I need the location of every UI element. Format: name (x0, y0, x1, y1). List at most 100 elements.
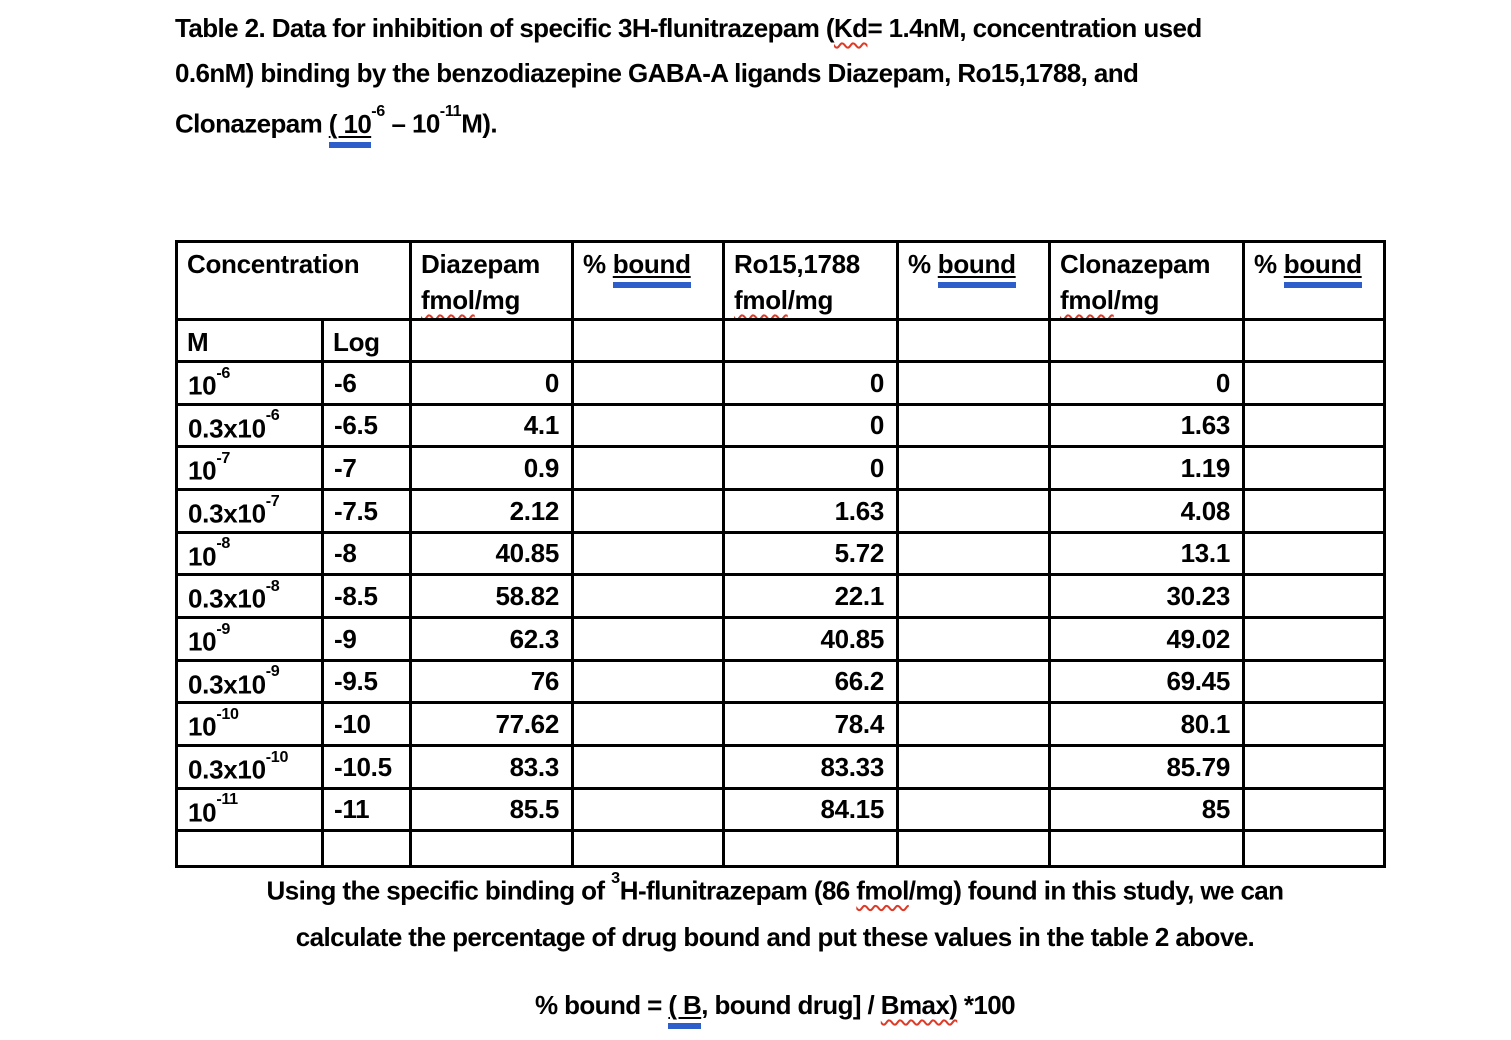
cell-clonazepam: 80.1 (1048, 701, 1246, 747)
empty-cell (1242, 829, 1387, 869)
superscript: -10 (216, 705, 239, 723)
superscript: -11 (439, 101, 462, 120)
superscript: -9 (216, 619, 231, 638)
text-segment: 10 (188, 711, 217, 742)
superscript: -6 (371, 101, 385, 120)
cell-diazepam: 83.3 (409, 743, 575, 790)
cell-diazepam: 0.9 (409, 445, 575, 491)
header-units: fmol/mg (421, 282, 565, 317)
empty-cell (320, 829, 413, 869)
cell-ro15: 0 (722, 360, 900, 406)
text-segment: % (1254, 249, 1284, 279)
cell-log: -9.5 (320, 658, 413, 705)
header-percent-bound-3: % bound (1242, 240, 1387, 321)
table-row: 0.3x10-8 -8.5 58.82 22.1 30.23 (175, 573, 1387, 619)
cell-log: -11 (320, 786, 413, 833)
empty-cell (571, 318, 726, 363)
table-row: 10-6 -6 0 0 0 (175, 360, 1387, 406)
cell-log: -6.5 (320, 402, 413, 449)
grammar-underlined-segment: ( B (668, 990, 702, 1025)
header-percent-bound-2: % bound (896, 240, 1052, 321)
empty-cell (1048, 829, 1246, 869)
cell-ro15: 84.15 (722, 786, 900, 833)
table-row: 0.3x10-10 -10.5 83.3 83.33 85.79 (175, 743, 1387, 790)
cell-diazepam: 40.85 (409, 530, 575, 577)
table-row: 0.3x10-6 -6.5 4.1 0 1.63 (175, 402, 1387, 449)
text-segment: , bound drug] / (701, 990, 881, 1020)
cell-diazepam: 85.5 (409, 786, 575, 833)
cell-log: -7 (320, 445, 413, 491)
superscript: 3 (611, 868, 620, 887)
cell-percent-bound (1242, 786, 1387, 833)
superscript: -6 (216, 363, 231, 382)
cell-log: -9 (320, 615, 413, 662)
cell-percent-bound (1242, 402, 1387, 449)
cell-percent-bound (896, 743, 1052, 790)
text-segment: = 1.4nM, concentration used (867, 13, 1202, 43)
text-segment: 0.6nM) binding by the benzodiazepine GAB… (175, 58, 1139, 88)
text-segment: Using the specific binding of (266, 875, 612, 906)
cell-percent-bound (571, 530, 726, 577)
empty-cell (409, 318, 575, 363)
text-segment: Table 2. Data for inhibition of specific… (175, 13, 835, 43)
subheader-log: Log (320, 318, 413, 363)
cell-percent-bound (1242, 445, 1387, 491)
cell-ro15: 0 (722, 402, 900, 449)
empty-cell (175, 829, 324, 869)
table-row: 10-10 -10 77.62 78.4 80.1 (175, 701, 1387, 747)
cell-percent-bound (896, 487, 1052, 534)
cell-concentration-m: 10-10 (175, 701, 324, 747)
cell-percent-bound (571, 573, 726, 619)
cell-concentration-m: 0.3x10-10 (175, 743, 324, 790)
cell-percent-bound (1242, 743, 1387, 790)
title-line-1: Table 2. Data for inhibition of specific… (175, 6, 1202, 51)
cell-log: -7.5 (320, 487, 413, 534)
cell-clonazepam: 13.1 (1048, 530, 1246, 577)
cell-log: -8 (320, 530, 413, 577)
text-segment: 0.3x10 (188, 498, 266, 529)
cell-percent-bound (896, 445, 1052, 491)
text-segment: /mg (474, 285, 521, 315)
grammar-underlined-word-bound: bound (1283, 249, 1362, 284)
table-row: 10-11 -11 85.5 84.15 85 (175, 786, 1387, 833)
cell-percent-bound (1242, 615, 1387, 662)
cell-percent-bound (896, 573, 1052, 619)
cell-percent-bound (571, 658, 726, 705)
header-clonazepam: Clonazepam fmol/mg (1048, 240, 1246, 321)
cell-percent-bound (896, 402, 1052, 449)
cell-percent-bound (896, 658, 1052, 705)
cell-percent-bound (571, 360, 726, 406)
note-line-2: calculate the percentage of drug bound a… (160, 914, 1390, 960)
cell-concentration-m: 10-8 (175, 530, 324, 577)
text-segment: 10 (188, 541, 217, 572)
cell-clonazepam: 0 (1048, 360, 1246, 406)
cell-percent-bound (896, 615, 1052, 662)
cell-percent-bound (571, 402, 726, 449)
superscript: -7 (265, 491, 280, 510)
grammar-underlined-word-bound: bound (612, 249, 691, 284)
spellcheck-word-kd: Kd (833, 13, 868, 43)
spellcheck-word-fmol: fmol (856, 875, 909, 906)
header-label: Ro15,1788 (734, 249, 860, 279)
table-row: 0.3x10-7 -7.5 2.12 1.63 4.08 (175, 487, 1387, 534)
cell-diazepam: 0 (409, 360, 575, 406)
cell-clonazepam: 1.19 (1048, 445, 1246, 491)
table-row: 10-9 -9 62.3 40.85 49.02 (175, 615, 1387, 662)
empty-cell (1242, 318, 1387, 363)
cell-concentration-m: 0.3x10-8 (175, 573, 324, 619)
cell-percent-bound (896, 786, 1052, 833)
text-segment: – 10 (384, 108, 441, 139)
note-paragraph: Using the specific binding of 3H-flunitr… (160, 862, 1390, 960)
cell-clonazepam: 49.02 (1048, 615, 1246, 662)
empty-cell (1048, 318, 1246, 363)
text-segment: 0.3x10 (188, 413, 266, 444)
empty-cell (896, 829, 1052, 869)
grammar-underlined-segment: ( 10 (328, 108, 372, 144)
header-diazepam: Diazepam fmol/mg (409, 240, 575, 321)
table-row: 10-7 -7 0.9 0 1.19 (175, 445, 1387, 491)
superscript: -6 (265, 406, 280, 425)
formula-text: % bound = ( B, bound drug] / Bmax) *100 (160, 982, 1390, 1028)
cell-log: -10 (320, 701, 413, 747)
text-segment: % (908, 249, 938, 279)
cell-percent-bound (1242, 360, 1387, 406)
